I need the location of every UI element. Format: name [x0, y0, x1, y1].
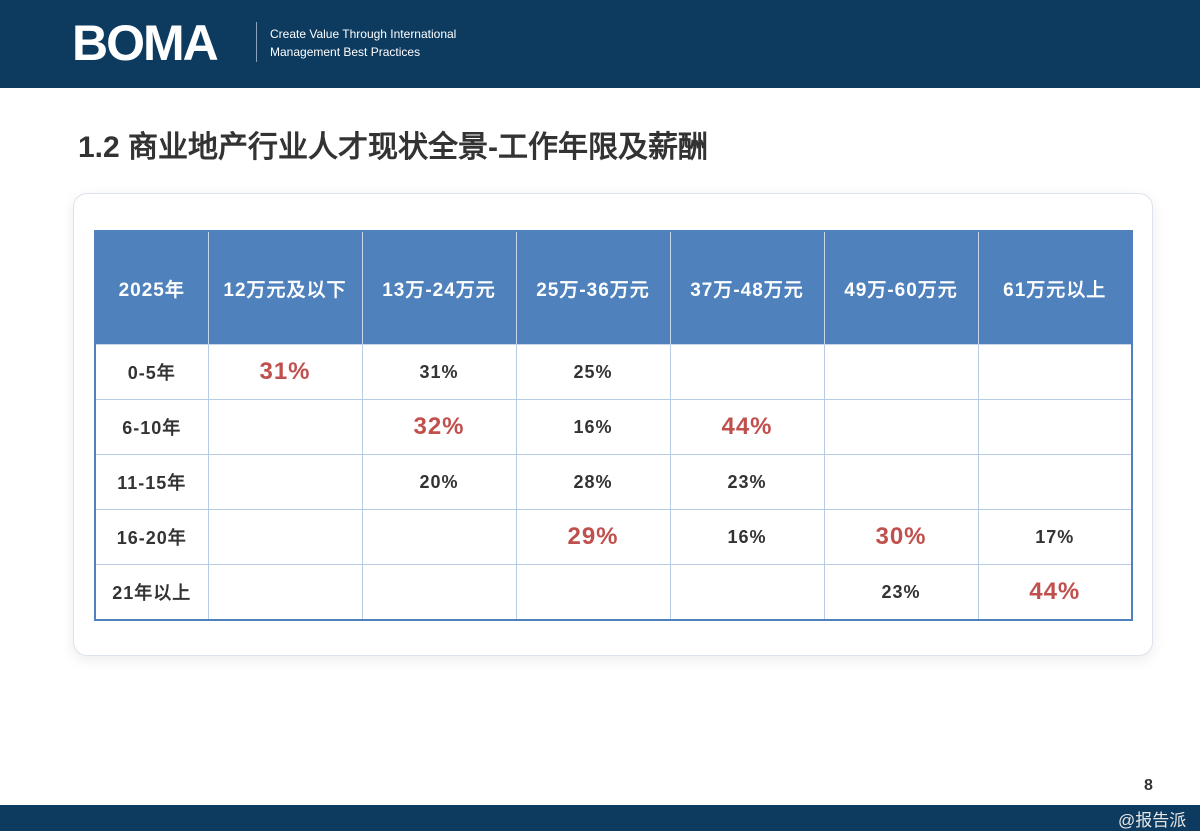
column-header: 2025年 — [94, 230, 209, 345]
table-cell — [207, 509, 363, 565]
table-cell: 29% — [515, 509, 671, 565]
table-row: 6-10年 32% 16% 44% — [94, 399, 1133, 455]
table-cell — [977, 399, 1133, 455]
table-cell: 16% — [669, 509, 825, 565]
row-label: 11-15年 — [94, 454, 209, 510]
table-cell: 32% — [361, 399, 517, 455]
row-label: 6-10年 — [94, 399, 209, 455]
table-cell — [669, 564, 825, 621]
row-label: 16-20年 — [94, 509, 209, 565]
table-cell: 30% — [823, 509, 979, 565]
table-cell: 23% — [669, 454, 825, 510]
table-cell — [823, 454, 979, 510]
header-row: 2025年 12万元及以下 13万-24万元 25万-36万元 37万-48万元 49万-… — [94, 230, 1133, 345]
table-cell — [207, 564, 363, 621]
table-cell — [515, 564, 671, 621]
table-cell: 25% — [515, 344, 671, 400]
table-cell — [207, 454, 363, 510]
column-header: 13万-24万元 — [361, 230, 517, 345]
column-header: 12万元及以下 — [207, 230, 363, 345]
column-header: 37万-48万元 — [669, 230, 825, 345]
table-cell — [361, 509, 517, 565]
table-cell: 16% — [515, 399, 671, 455]
table-cell — [669, 344, 825, 400]
table-cell: 44% — [977, 564, 1133, 621]
table-cell: 20% — [361, 454, 517, 510]
table-cell — [977, 344, 1133, 400]
table-cell — [361, 564, 517, 621]
table-cell — [977, 454, 1133, 510]
column-header: 25万-36万元 — [515, 230, 671, 345]
logo: BOMA — [72, 15, 219, 71]
column-header: 61万元以上 — [977, 230, 1133, 345]
page-number: 8 — [1144, 777, 1153, 794]
watermark: @报告派 — [1118, 811, 1187, 830]
table-cell: 44% — [669, 399, 825, 455]
header-bar: BOMA Create Value Through International … — [0, 0, 1200, 88]
table-cell: 28% — [515, 454, 671, 510]
table-cell: 23% — [823, 564, 979, 621]
table-cell: 31% — [207, 344, 363, 400]
table-row: 11-15年 20% 28% 23% — [94, 454, 1133, 510]
slide-title: 1.2 商业地产行业人才现状全景-工作年限及薪酬 — [78, 131, 709, 164]
row-label: 0-5年 — [94, 344, 209, 400]
table-cell: 31% — [361, 344, 517, 400]
table-cell — [823, 344, 979, 400]
salary-table: 2025年 12万元及以下 13万-24万元 25万-36万元 37万-48万元 49万-… — [94, 230, 1133, 621]
tagline: Create Value Through International — [270, 27, 457, 41]
table-row: 21年以上 23% 44% — [94, 564, 1133, 621]
footer-bar — [0, 805, 1200, 831]
tagline: Management Best Practices — [270, 45, 421, 59]
column-header: 49万-60万元 — [823, 230, 979, 345]
divider — [256, 22, 257, 62]
table-cell — [823, 399, 979, 455]
table-cell — [207, 399, 363, 455]
table-row: 0-5年 31% 31% 25% — [94, 344, 1133, 400]
row-label: 21年以上 — [94, 564, 209, 621]
table-cell: 17% — [977, 509, 1133, 565]
table-row: 16-20年 29% 16% 30% 17% — [94, 509, 1133, 565]
